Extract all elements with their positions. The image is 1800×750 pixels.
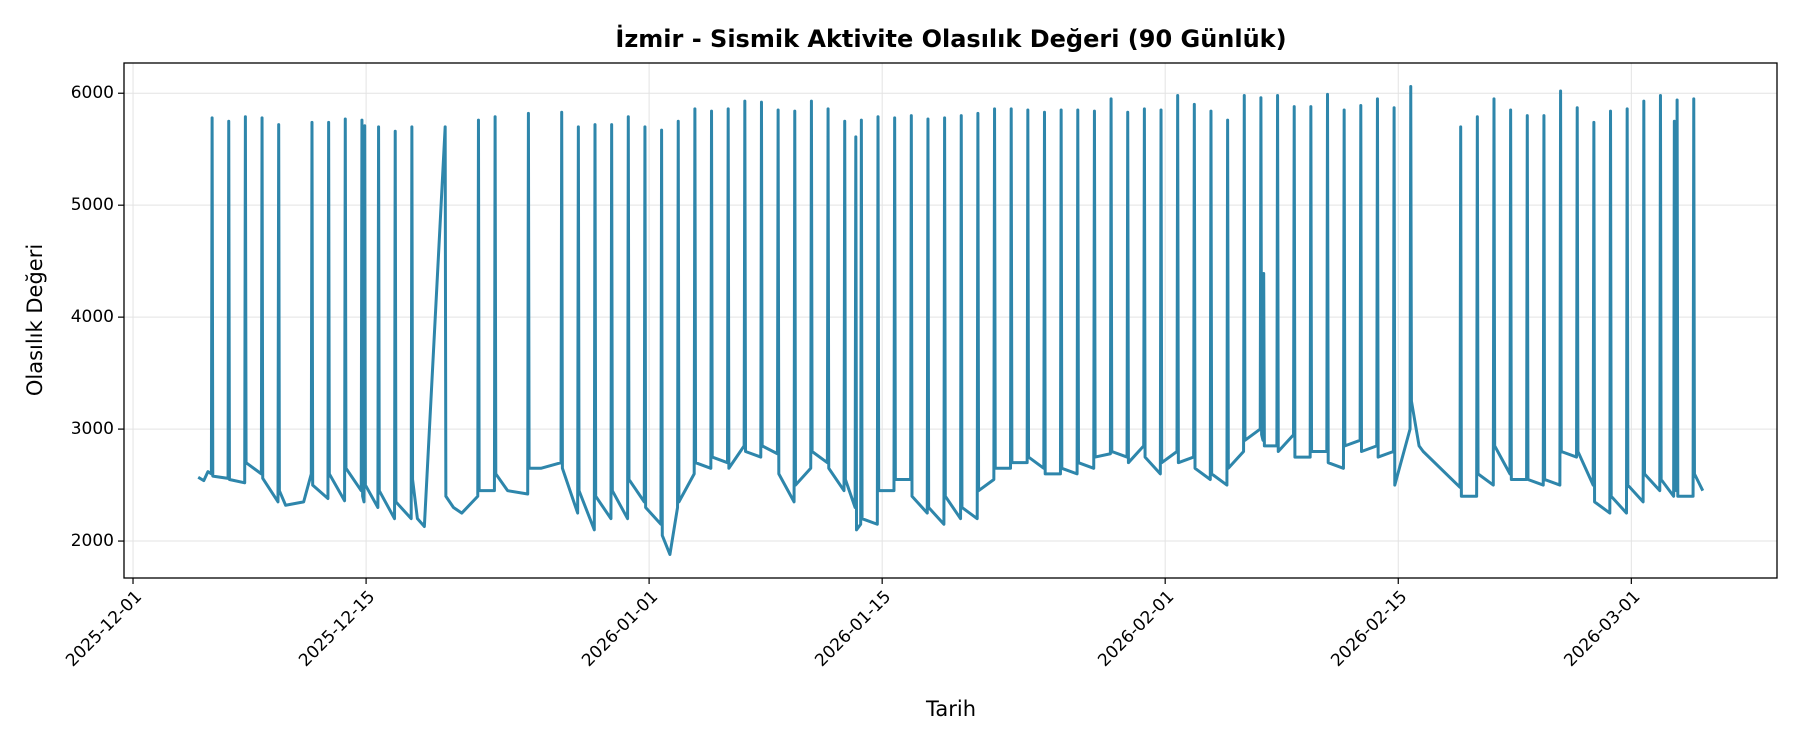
y-axis-label: Olasılık Değeri (23, 244, 47, 396)
y-tick-label: 2000 (71, 531, 114, 551)
x-tick-label: 2025-12-01 (62, 587, 146, 671)
plot-frame (123, 62, 1778, 579)
chart-title: İzmir - Sismik Aktivite Olasılık Değeri … (615, 24, 1286, 53)
x-tick-label: 2026-01-15 (811, 587, 895, 671)
x-tick-label: 2026-02-15 (1327, 587, 1411, 671)
x-tick-label: 2026-02-01 (1094, 587, 1178, 671)
x-axis-label: Tarih (925, 697, 976, 721)
x-tick-label: 2026-03-01 (1560, 587, 1644, 671)
y-tick-label: 5000 (71, 195, 114, 215)
x-tick-label: 2025-12-15 (295, 587, 379, 671)
x-tick-label: 2026-01-01 (578, 587, 662, 671)
y-tick-label: 4000 (71, 307, 114, 327)
y-tick-label: 6000 (71, 83, 114, 103)
y-tick-label: 3000 (71, 419, 114, 439)
data-line (197, 85, 1705, 556)
